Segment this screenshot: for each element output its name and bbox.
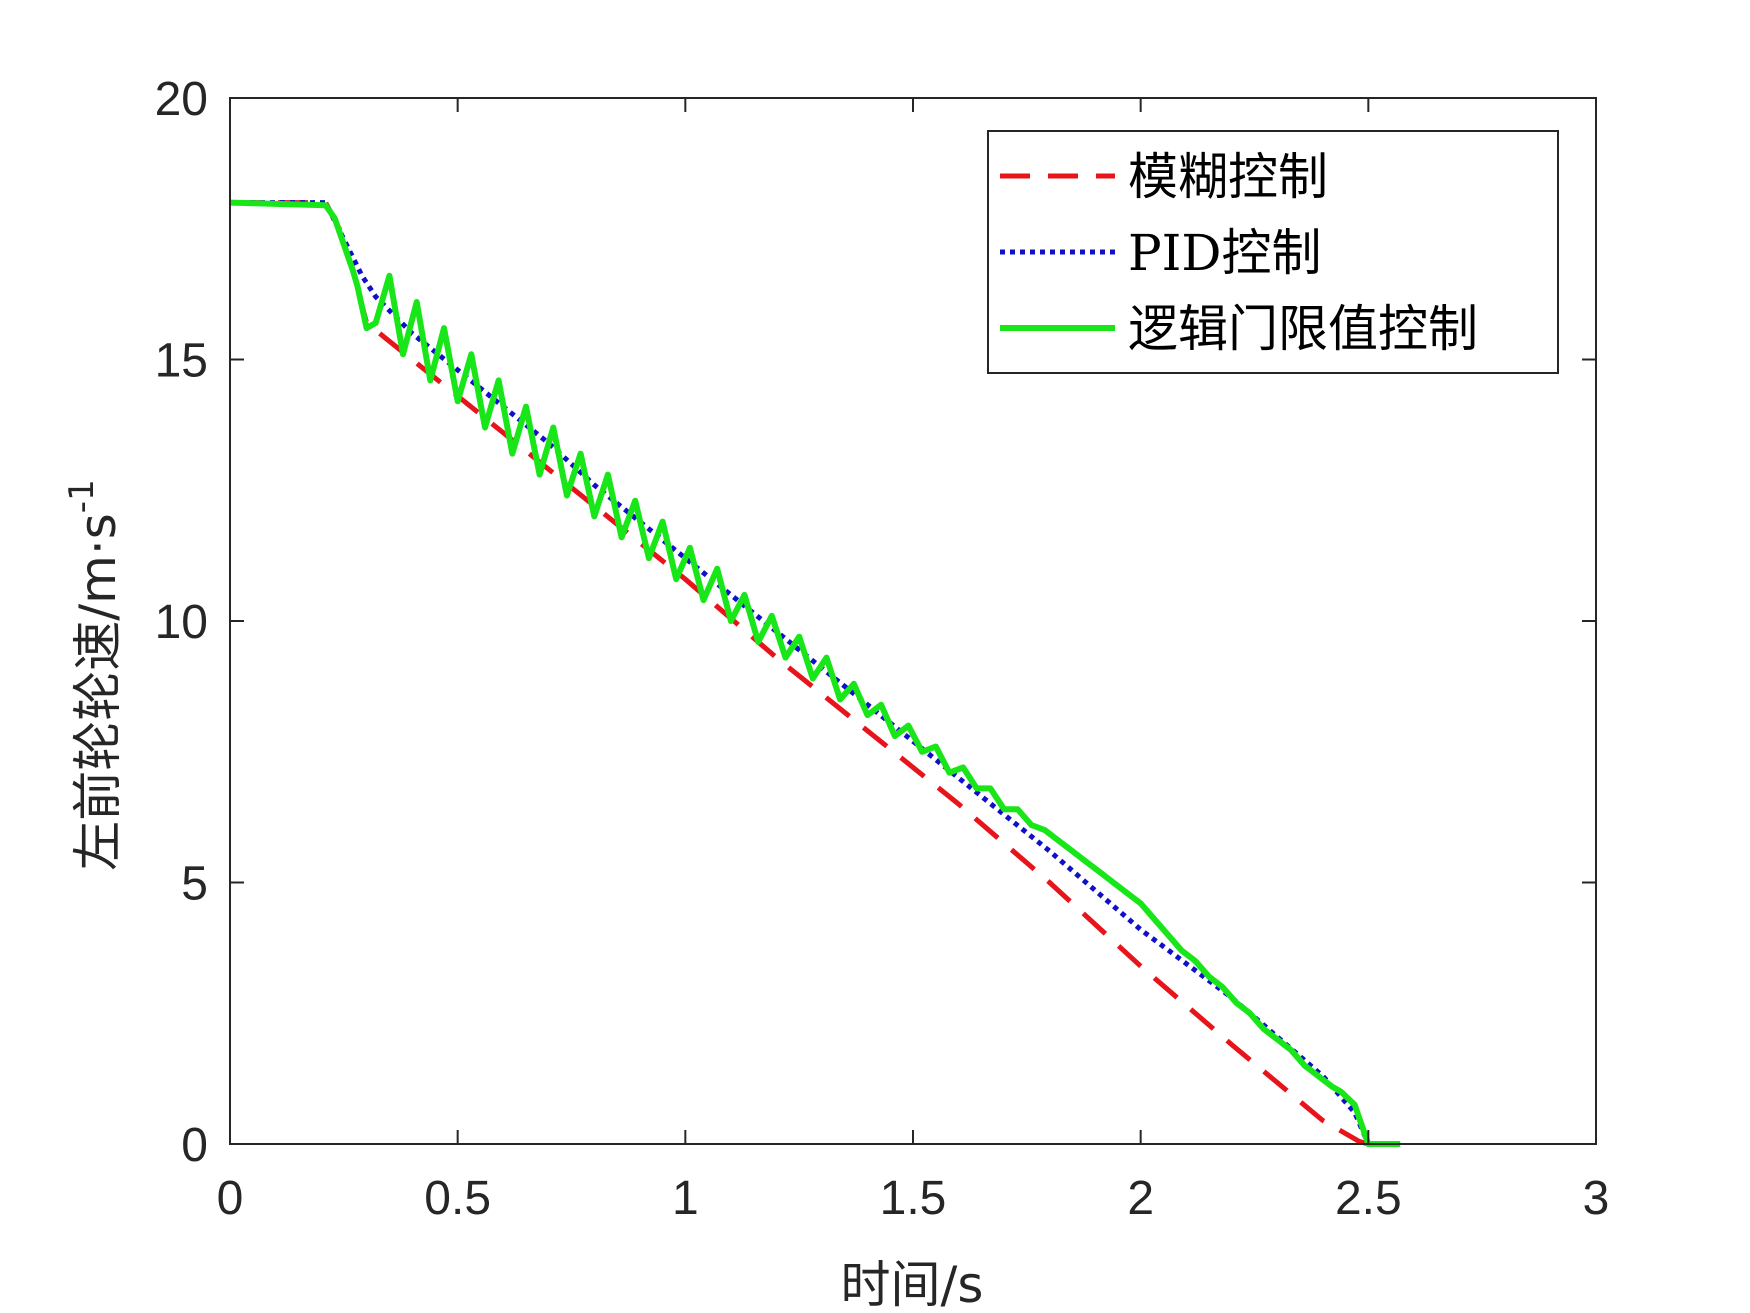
x-tick-label: 1.5: [880, 1172, 947, 1225]
y-axis-title: 左前轮轮速/m·s-1: [62, 479, 127, 870]
y-tick-label: 10: [155, 596, 208, 649]
y-axis-title-main: 左前轮轮速/m·s: [69, 513, 127, 871]
x-tick-label: 1: [672, 1172, 699, 1225]
series-line-3: [229, 199, 1401, 1147]
y-tick-label: 15: [155, 335, 208, 388]
x-tick-label: 0: [217, 1172, 244, 1225]
y-tick-label: 5: [181, 858, 208, 911]
legend-label-2: PID控制: [1128, 224, 1321, 282]
x-tick-label: 2.5: [1335, 1172, 1402, 1225]
legend-label-1: 模糊控制: [1128, 148, 1328, 206]
x-tick-label: 3: [1583, 1172, 1610, 1225]
x-tick-label: 0.5: [424, 1172, 491, 1225]
y-axis-title-exponent: -1: [62, 479, 102, 513]
svg-text:左前轮轮速/m·s-1: 左前轮轮速/m·s-1: [62, 479, 127, 870]
x-axis-title: 时间/s: [841, 1256, 984, 1313]
y-tick-label: 0: [181, 1119, 208, 1172]
x-tick-label: 2: [1127, 1172, 1154, 1225]
y-tick-label: 20: [155, 73, 208, 126]
legend-label-3: 逻辑门限值控制: [1128, 300, 1478, 358]
plot-area: [229, 199, 1401, 1147]
ticks: 0 0.5 1 1.5 2 2.5 3 0 5 10 15 20: [155, 73, 1610, 1225]
